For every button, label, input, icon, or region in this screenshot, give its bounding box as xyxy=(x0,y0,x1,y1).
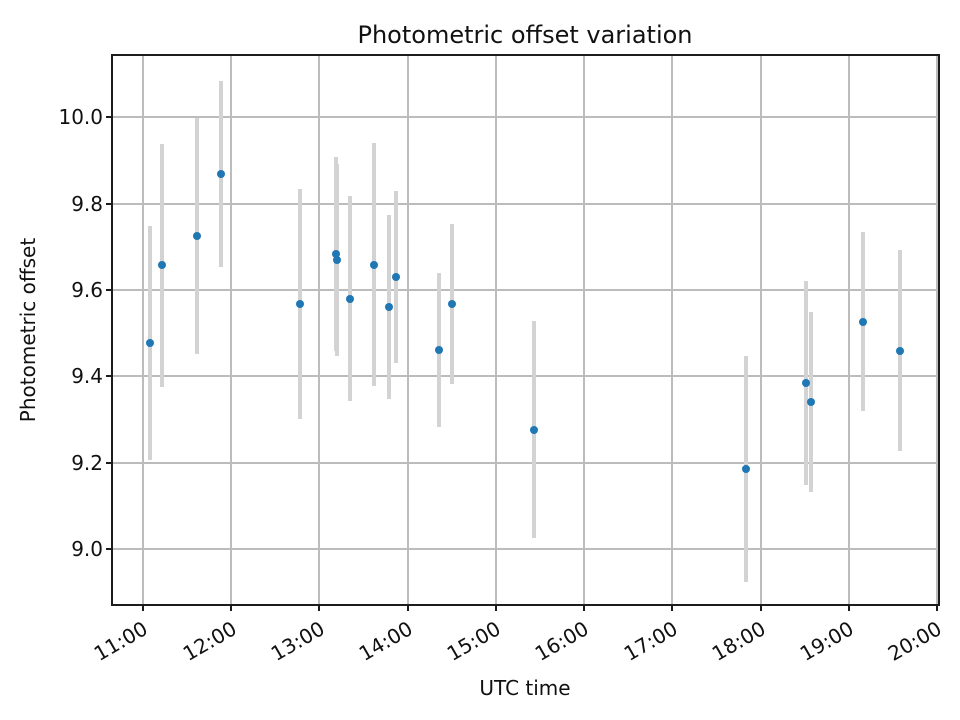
y-tick-mark xyxy=(106,202,113,205)
x-gridline xyxy=(406,56,409,604)
x-tick-label: 20:00 xyxy=(884,616,946,666)
y-gridline xyxy=(113,461,938,464)
x-gridline xyxy=(935,56,938,604)
y-tick-label: 9.2 xyxy=(71,450,103,475)
data-point xyxy=(333,255,342,264)
y-tick-mark xyxy=(106,289,113,292)
y-tick-label: 9.0 xyxy=(71,537,103,562)
y-gridline xyxy=(113,375,938,378)
x-tick-mark xyxy=(671,604,674,611)
data-point xyxy=(859,317,868,326)
x-tick-mark xyxy=(847,604,850,611)
data-point xyxy=(146,339,155,348)
data-point xyxy=(806,397,815,406)
y-tick-label: 9.6 xyxy=(71,278,103,303)
y-gridline xyxy=(113,548,938,551)
x-gridline xyxy=(230,56,233,604)
y-tick-mark xyxy=(106,548,113,551)
x-tick-mark xyxy=(141,604,144,611)
x-tick-label: 14:00 xyxy=(354,616,417,666)
x-gridline xyxy=(318,56,321,604)
data-point xyxy=(391,273,400,282)
x-tick-mark xyxy=(318,604,321,611)
chart-title: Photometric offset variation xyxy=(357,21,693,49)
x-tick-mark xyxy=(583,604,586,611)
x-tick-label: 19:00 xyxy=(795,616,858,666)
x-gridline xyxy=(494,56,497,604)
y-gridline xyxy=(113,202,938,205)
data-point xyxy=(331,250,340,259)
x-tick-mark xyxy=(759,604,762,611)
data-point xyxy=(530,425,539,434)
x-tick-mark xyxy=(935,604,938,611)
data-point xyxy=(296,300,305,309)
data-point xyxy=(346,294,355,303)
x-tick-label: 11:00 xyxy=(90,616,152,666)
x-axis-label: UTC time xyxy=(479,676,571,700)
x-gridline xyxy=(847,56,850,604)
y-gridline xyxy=(113,289,938,292)
x-gridline xyxy=(583,56,586,604)
data-point xyxy=(802,379,811,388)
x-tick-mark xyxy=(494,604,497,611)
data-point xyxy=(384,303,393,312)
x-tick-label: 16:00 xyxy=(531,616,594,666)
x-tick-label: 18:00 xyxy=(707,616,770,666)
y-tick-mark xyxy=(106,461,113,464)
x-tick-label: 17:00 xyxy=(619,616,682,666)
y-tick-label: 9.8 xyxy=(71,191,103,216)
x-gridline xyxy=(759,56,762,604)
data-point xyxy=(158,261,167,270)
data-point xyxy=(896,346,905,355)
x-tick-mark xyxy=(230,604,233,611)
y-tick-mark xyxy=(106,375,113,378)
x-gridline xyxy=(141,56,144,604)
x-tick-label: 15:00 xyxy=(442,616,505,666)
y-axis-label: Photometric offset xyxy=(16,237,40,423)
x-gridline xyxy=(671,56,674,604)
data-point xyxy=(434,346,443,355)
plot-border xyxy=(111,54,940,606)
x-tick-label: 12:00 xyxy=(178,616,241,666)
y-tick-label: 10.0 xyxy=(58,105,103,130)
data-point xyxy=(369,260,378,269)
y-tick-label: 9.4 xyxy=(71,364,103,389)
data-point xyxy=(193,231,202,240)
x-tick-mark xyxy=(406,604,409,611)
data-point xyxy=(216,170,225,179)
x-tick-label: 13:00 xyxy=(266,616,329,666)
data-point xyxy=(447,299,456,308)
y-gridline xyxy=(113,116,938,119)
data-point xyxy=(741,464,750,473)
y-tick-mark xyxy=(106,116,113,119)
